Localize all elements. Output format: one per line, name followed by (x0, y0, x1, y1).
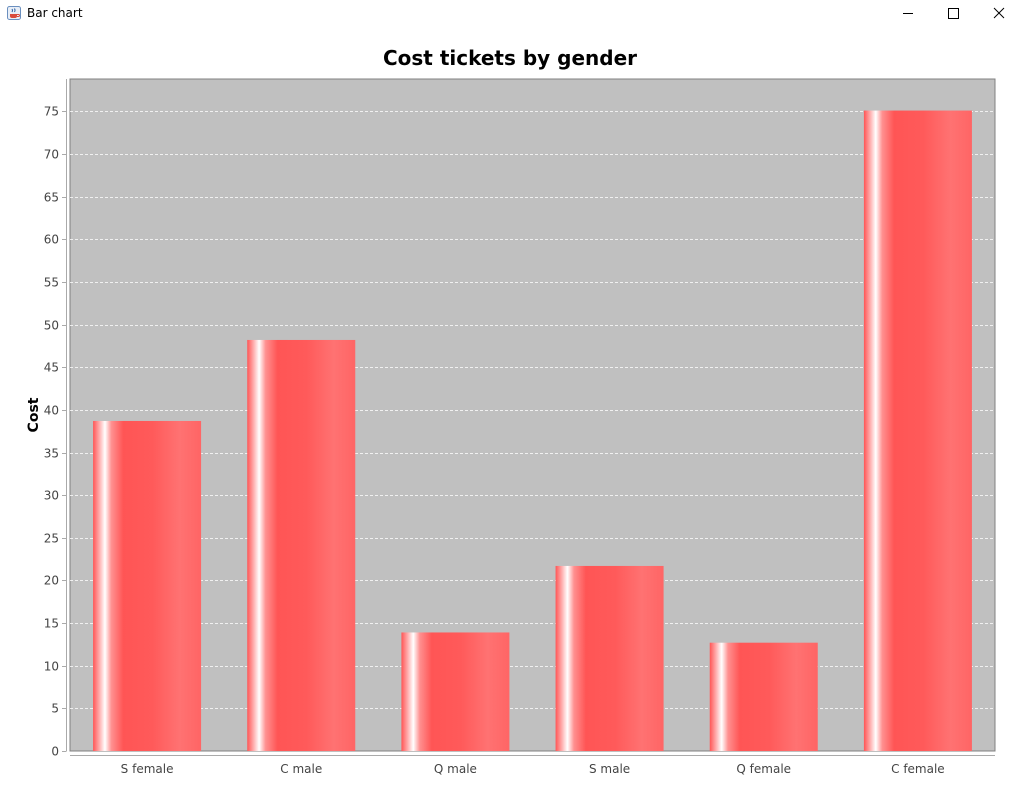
bar-c-male (247, 339, 356, 751)
y-tick-label: 60 (44, 233, 59, 247)
y-tick-label: 30 (44, 489, 59, 503)
x-tick-label: Q female (736, 762, 791, 776)
y-axis-label: Cost (26, 397, 42, 432)
bar-q-female (709, 642, 818, 751)
y-axis-ticks: 0 5 10 15 20 25 30 35 40 45 50 55 60 65 70 75 (44, 105, 67, 759)
y-tick-label: 0 (51, 745, 59, 759)
y-tick-label: 50 (44, 319, 59, 333)
y-tick-label: 45 (44, 361, 59, 375)
y-tick-label: 55 (44, 276, 59, 290)
chart-title: Cost tickets by gender (383, 46, 637, 70)
gridlines (70, 111, 995, 709)
y-tick-label: 25 (44, 532, 59, 546)
x-tick-label: C female (891, 762, 945, 776)
x-tick-label: Q male (434, 762, 477, 776)
x-tick-label: S male (589, 762, 630, 776)
y-tick-label: 35 (44, 447, 59, 461)
y-tick-label: 20 (44, 574, 59, 588)
x-tick-label: S female (121, 762, 174, 776)
y-tick-label: 75 (44, 105, 59, 119)
bar-c-female (863, 110, 972, 752)
y-tick-label: 70 (44, 148, 59, 162)
window-title: Bar chart (27, 6, 83, 20)
x-axis-ticks: S female C male Q male S male Q female C fema… (121, 762, 945, 776)
bar-q-male (401, 632, 510, 751)
java-cup-icon (7, 6, 21, 20)
y-tick-label: 65 (44, 191, 59, 205)
maximize-button[interactable] (931, 0, 977, 28)
close-button[interactable] (977, 0, 1022, 28)
x-tick-label: C male (280, 762, 322, 776)
maximize-icon (948, 8, 959, 19)
close-icon (993, 7, 1005, 19)
window-titlebar: Bar chart (0, 0, 1022, 28)
y-tick-label: 5 (51, 702, 59, 716)
minimize-icon (903, 13, 913, 14)
bar-s-female (93, 420, 202, 751)
plot-area (69, 78, 996, 752)
bars (93, 110, 972, 752)
y-tick-label: 40 (44, 404, 59, 418)
y-tick-label: 15 (44, 617, 59, 631)
bar-chart: Cost tickets by gender Cost 0 5 10 15 20 25 30… (26, 46, 996, 776)
bar-s-male (555, 565, 664, 751)
minimize-button[interactable] (885, 0, 931, 28)
y-tick-label: 10 (44, 660, 59, 674)
